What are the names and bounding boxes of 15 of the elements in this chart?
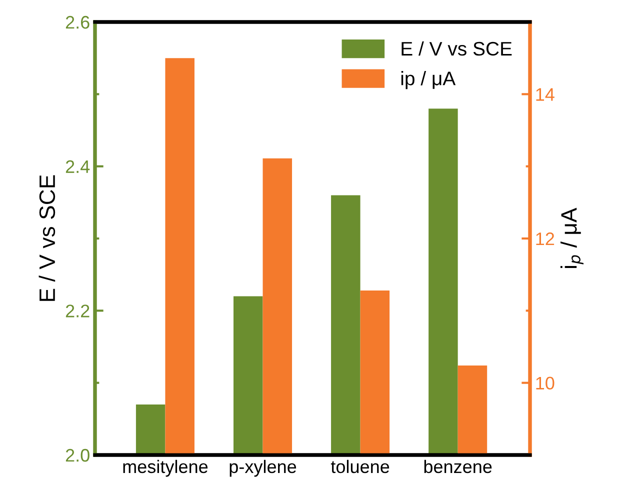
legend-label: E / V vs SCE [402,41,512,56]
x-tick-label: mesitylene [123,460,208,477]
legend-label: ip / μA [401,71,456,90]
y2-tick-label: 12 [536,232,554,246]
y2-axis-title: i$_{p}$ / μA [560,208,584,268]
y-tick-label: 2.6 [66,16,90,29]
x-tick-label: p-xylene [230,460,296,477]
y-tick-label: 2.0 [66,448,90,462]
y-tick-label: 2.2 [66,304,90,318]
y2-tick-label: 14 [536,88,554,101]
y2-tick-label: 10 [536,376,554,390]
y-tick-label: 2.4 [66,160,90,173]
x-tick-label: toluene [330,460,390,474]
x-tick-label: benzene [424,460,492,474]
y-axis-title: E / V vs SCE [38,175,56,301]
